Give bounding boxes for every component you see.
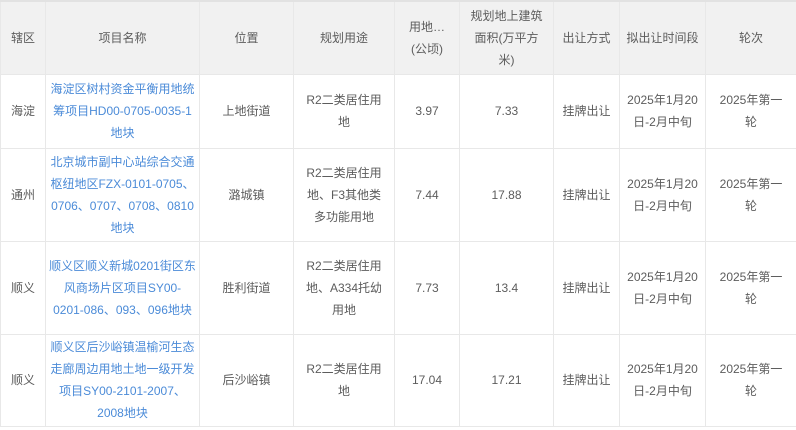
table-row: 顺义 顺义区顺义新城0201街区东风商场片区项目SY00-0201-086、09…	[0, 240, 796, 335]
cell-land-area: 17.04	[394, 333, 460, 427]
project-link[interactable]: 海淀区树村资金平衡用地统筹项目HD00-0705-0035-1地块	[50, 82, 195, 140]
cell-transfer-method: 挂牌出让	[553, 240, 620, 335]
cell-building-area: 17.21	[459, 333, 554, 427]
col-header-location: 位置	[199, 0, 294, 75]
cell-building-area: 17.88	[459, 147, 554, 242]
project-link[interactable]: 顺义区后沙峪镇温榆河生态走廊周边用地土地一级开发项目SY00-2101-2007…	[50, 340, 195, 420]
cell-round: 2025年第一轮	[705, 240, 796, 335]
cell-location: 后沙峪镇	[199, 333, 294, 427]
cell-planned-use: R2二类居住用地、F3其他类多功能用地	[293, 147, 395, 242]
col-header-district: 辖区	[0, 0, 46, 75]
col-header-building-area: 规划地上建筑面积(万平方米)	[459, 0, 554, 75]
cell-location: 胜利街道	[199, 240, 294, 335]
cell-district: 顺义	[0, 240, 46, 335]
cell-planned-use: R2二类居住用地、A334托幼用地	[293, 240, 395, 335]
cell-building-area: 7.33	[459, 73, 554, 149]
col-header-transfer-method: 出让方式	[553, 0, 620, 75]
cell-transfer-period: 2025年1月20日-2月中旬	[619, 333, 706, 427]
cell-district: 顺义	[0, 333, 46, 427]
col-header-project-name: 项目名称	[45, 0, 200, 75]
project-link[interactable]: 顺义区顺义新城0201街区东风商场片区项目SY00-0201-086、093、0…	[49, 258, 196, 317]
cell-district: 海淀	[0, 73, 46, 149]
cell-transfer-method: 挂牌出让	[553, 333, 620, 427]
cell-district: 通州	[0, 147, 46, 242]
cell-building-area: 13.4	[459, 240, 554, 335]
cell-transfer-period: 2025年1月20日-2月中旬	[619, 240, 706, 335]
cell-round: 2025年第一轮	[705, 73, 796, 149]
project-link[interactable]: 北京城市副中心站综合交通枢纽地区FZX-0101-0705、0706、0707、…	[50, 154, 195, 235]
col-header-land-area: 用地… (公顷)	[394, 0, 460, 75]
cell-land-area: 3.97	[394, 73, 460, 149]
cell-project-name: 海淀区树村资金平衡用地统筹项目HD00-0705-0035-1地块	[45, 73, 200, 149]
cell-transfer-method: 挂牌出让	[553, 73, 620, 149]
table-row: 通州 北京城市副中心站综合交通枢纽地区FZX-0101-0705、0706、07…	[0, 147, 796, 242]
table-header: 辖区 项目名称 位置 规划用途 用地… (公顷) 规划地上建筑面积(万平方米) …	[0, 0, 796, 75]
cell-project-name: 顺义区顺义新城0201街区东风商场片区项目SY00-0201-086、093、0…	[45, 240, 200, 335]
table-body: 海淀 海淀区树村资金平衡用地统筹项目HD00-0705-0035-1地块 上地街…	[0, 73, 796, 427]
table-row: 海淀 海淀区树村资金平衡用地统筹项目HD00-0705-0035-1地块 上地街…	[0, 73, 796, 149]
cell-transfer-method: 挂牌出让	[553, 147, 620, 242]
table-row: 顺义 顺义区后沙峪镇温榆河生态走廊周边用地土地一级开发项目SY00-2101-2…	[0, 333, 796, 427]
cell-planned-use: R2二类居住用地	[293, 73, 395, 149]
cell-land-area: 7.44	[394, 147, 460, 242]
header-row: 辖区 项目名称 位置 规划用途 用地… (公顷) 规划地上建筑面积(万平方米) …	[0, 0, 796, 75]
cell-project-name: 北京城市副中心站综合交通枢纽地区FZX-0101-0705、0706、0707、…	[45, 147, 200, 242]
cell-round: 2025年第一轮	[705, 333, 796, 427]
cell-project-name: 顺义区后沙峪镇温榆河生态走廊周边用地土地一级开发项目SY00-2101-2007…	[45, 333, 200, 427]
col-header-round: 轮次	[705, 0, 796, 75]
cell-round: 2025年第一轮	[705, 147, 796, 242]
col-header-planned-use: 规划用途	[293, 0, 395, 75]
cell-transfer-period: 2025年1月20日-2月中旬	[619, 147, 706, 242]
cell-land-area: 7.73	[394, 240, 460, 335]
cell-planned-use: R2二类居住用地	[293, 333, 395, 427]
col-header-transfer-period: 拟出让时间段	[619, 0, 706, 75]
cell-location: 上地街道	[199, 73, 294, 149]
cell-transfer-period: 2025年1月20日-2月中旬	[619, 73, 706, 149]
cell-location: 潞城镇	[199, 147, 294, 242]
